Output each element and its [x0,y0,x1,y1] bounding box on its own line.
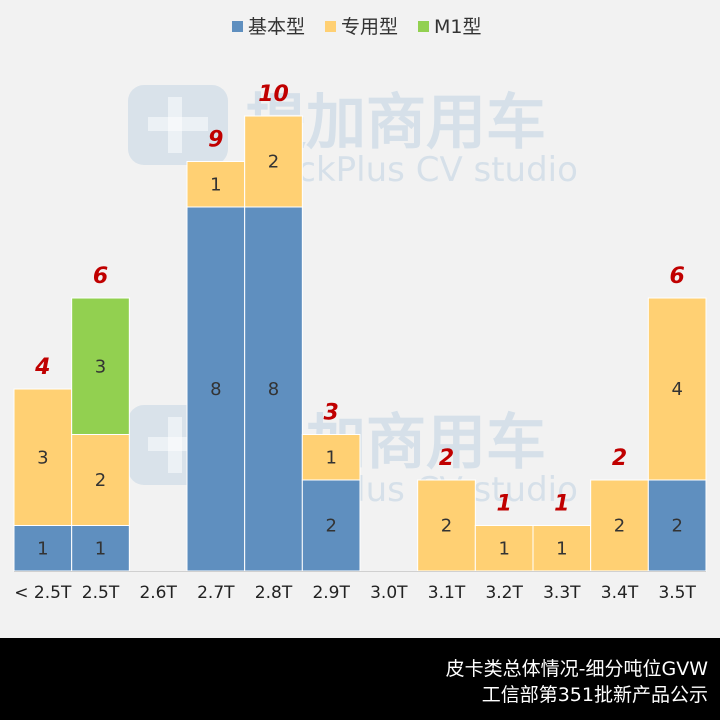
bar-value-label: 8 [210,379,221,400]
bar-value-label: 1 [37,538,48,559]
bar-segment [301,479,361,572]
x-tick-label: 3.2T [485,583,523,603]
legend-label: 专用型 [341,16,398,38]
bar-value-label: 1 [498,538,509,559]
x-tick-label: < 2.5T [14,583,72,603]
bar-segment [590,479,649,572]
total-label: 2 [612,446,627,471]
bar-value-label: 1 [556,538,567,559]
total-label: 6 [670,264,685,289]
bar-value-label: 4 [671,379,682,400]
bar-value-label: 3 [95,356,106,377]
total-label: 6 [93,264,108,289]
bar-value-label: 3 [37,447,48,468]
legend-label: M1型 [434,16,481,38]
truckplus-logo-icon [128,85,228,165]
footer-subtitle: 工信部第351批新产品公示 [481,684,708,706]
bar-value-label: 2 [325,516,336,537]
bar-value-label: 2 [614,516,625,537]
total-label: 3 [324,401,339,426]
x-tick-label: 2.8T [255,583,293,603]
x-tick-label: 3.5T [658,583,696,603]
x-tick-label: 3.1T [428,583,466,603]
x-tick-label: 3.3T [543,583,581,603]
bar-segment [244,206,303,572]
footer-title: 皮卡类总体情况-细分吨位GVW [445,658,708,680]
bar-value-label: 2 [268,152,279,173]
bar-value-label: 2 [441,516,452,537]
total-label: 10 [258,82,289,107]
bar-segment [71,434,130,526]
bar-value-label: 8 [268,379,279,400]
bar-segment [417,479,476,572]
legend-swatch [325,21,336,32]
bar-value-label: 2 [671,516,682,537]
legend-item: 专用型 [325,16,398,38]
bar-segment [71,297,130,435]
x-tick-label: 3.4T [601,583,639,603]
legend: 基本型 专用型 M1型 [232,16,481,38]
bar-segment [186,161,246,208]
legend-item: M1型 [418,16,481,38]
bar-value-label: 1 [325,447,336,468]
x-tick-label: 3.0T [370,583,408,603]
total-label: 1 [497,492,512,517]
bar-value-label: 1 [210,174,221,195]
bar-segment [647,297,707,481]
footer-caption: 皮卡类总体情况-细分吨位GVW 工信部第351批新产品公示 [0,638,720,720]
legend-swatch [232,21,243,32]
x-axis: < 2.5T 2.5T 2.6T 2.7T 2.8T 2.9T 3.0T 3.1T 3.2T 3.… [14,571,706,603]
bar-segment [532,525,592,572]
bar-segment [186,206,246,572]
total-label: 9 [208,128,223,153]
bar-segment [301,434,361,481]
legend-label: 基本型 [248,16,305,38]
bar-value-label: 1 [95,538,106,559]
bar-value-label: 2 [95,470,106,491]
x-tick-label: 2.7T [197,583,235,603]
total-label: 2 [439,446,454,471]
bar-segment [71,525,130,572]
bar-segment [244,115,303,208]
x-tick-label: 2.6T [139,583,177,603]
bar-segment [647,479,707,572]
total-label: 4 [34,355,50,380]
x-tick-label: 2.5T [82,583,120,603]
x-tick-label: 2.9T [312,583,350,603]
legend-swatch [418,21,429,32]
total-label: 1 [554,492,569,517]
bar-segment [13,388,73,526]
bars-group: 1 3 4 1 2 3 6 8 1 9 8 2 10 2 1 3 2 2 1 1 1 1 2 2 2 4 6 [13,82,707,572]
legend-item: 基本型 [232,16,305,38]
